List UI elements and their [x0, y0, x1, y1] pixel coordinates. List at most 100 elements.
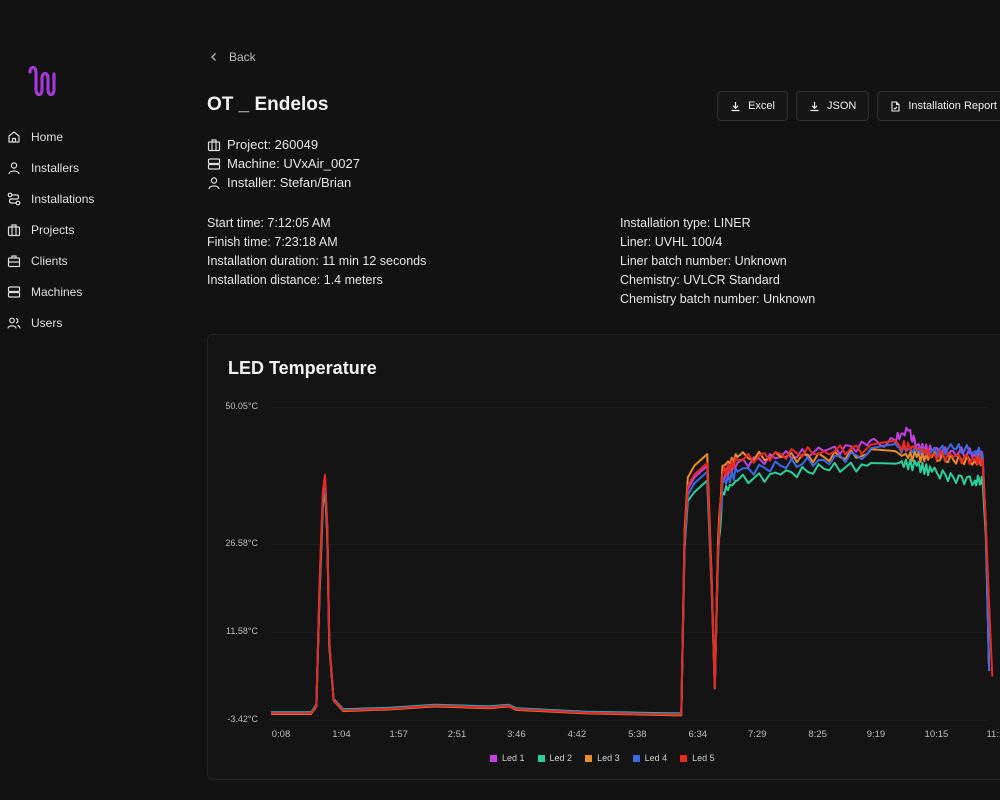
x-tick-label: 9:19: [866, 729, 886, 740]
sidebar-item-label: Installers: [31, 160, 80, 175]
project-row: Project: 260049: [207, 135, 360, 154]
legend-item[interactable]: Led 5: [680, 753, 715, 763]
finish-time: Finish time: 7:23:18 AM: [207, 235, 338, 249]
sidebar-item-projects[interactable]: Projects: [7, 214, 94, 245]
sidebar-item-label: Home: [31, 129, 64, 144]
sidebar-nav: Home Installers Installations Projects C…: [7, 121, 94, 338]
legend-label: Led 5: [692, 753, 715, 763]
installation-duration: Installation duration: 11 min 12 seconds: [207, 254, 427, 268]
json-button[interactable]: JSON: [795, 91, 870, 121]
legend-swatch: [680, 754, 688, 762]
installation-meta: Project: 260049 Machine: UVxAir_0027 Ins…: [207, 135, 360, 192]
sidebar-item-clients[interactable]: Clients: [7, 245, 94, 276]
legend-item[interactable]: Led 4: [632, 753, 668, 763]
x-tick-label: 4:42: [567, 729, 587, 740]
chart-legend: Led 1 Led 2 Led 3 Led 4 Led 5: [490, 753, 715, 763]
x-tick-label: 5:38: [628, 729, 647, 740]
series-line-led-3: [271, 448, 991, 717]
sidebar-item-machines[interactable]: Machines: [7, 276, 94, 307]
start-time: Start time: 7:12:05 AM: [207, 216, 331, 230]
led-temperature-chart: LED Temperature 50.05°C 26.58°C 11.58°C -3.…: [207, 334, 1000, 780]
main-content: Back OT _ Endelos Excel JSON Installatio…: [207, 0, 1000, 800]
chart-title: LED Temperature: [228, 358, 377, 378]
x-tick-label: 2:51: [447, 729, 467, 740]
gridline: [271, 544, 988, 546]
liner-batch-number: Liner batch number: Unknown: [620, 254, 787, 268]
chevron-left-icon: [211, 53, 216, 61]
installer-label: Installer: Stefan/Brian: [227, 175, 352, 190]
sidebar-item-label: Users: [31, 315, 63, 330]
y-tick-label: 50.05°C: [225, 401, 258, 411]
export-toolbar: Excel JSON Installation Report: [717, 91, 1000, 121]
back-link[interactable]: Back: [209, 50, 256, 64]
sidebar-item-label: Installations: [31, 191, 95, 206]
sidebar: Home Installers Installations Projects C…: [0, 0, 180, 800]
x-tick-label: 7:29: [747, 729, 767, 740]
download-icon: [810, 101, 819, 111]
x-tick-label: 1:04: [332, 729, 351, 740]
y-tick-label: 26.58°C: [225, 538, 258, 549]
installation-distance: Installation distance: 1.4 meters: [207, 273, 383, 287]
legend-item[interactable]: Led 2: [537, 753, 572, 763]
series-line-led-5: [271, 439, 994, 716]
sidebar-item-label: Projects: [31, 222, 75, 237]
x-tick-label: 11:12: [986, 729, 1000, 740]
user-icon: [8, 161, 20, 174]
legend-swatch: [537, 754, 545, 762]
installation-report-button[interactable]: Installation Report: [877, 91, 1000, 121]
installation-timing: Start time: 7:12:05 AM Finish time: 7:23…: [207, 216, 426, 292]
file-icon: [891, 100, 900, 112]
machine-label: Machine: UVxAir_0027: [227, 156, 360, 171]
briefcase-icon: [207, 138, 221, 151]
gridline: [271, 720, 988, 721]
legend-swatch: [490, 754, 497, 762]
series-line-led-2: [271, 458, 991, 715]
installation-report-button-label: Installation Report: [908, 100, 997, 112]
excel-button-label: Excel: [748, 100, 775, 112]
x-tick-label: 3:46: [507, 729, 526, 740]
briefcase-icon: [7, 223, 21, 236]
legend-item[interactable]: Led 1: [490, 753, 525, 763]
series-line-led-1: [271, 426, 991, 716]
chemistry: Chemistry: UVLCR Standard: [620, 273, 780, 287]
sidebar-item-home[interactable]: Home: [7, 121, 94, 152]
liner: Liner: UVHL 100/4: [620, 235, 723, 249]
server-icon: [7, 285, 21, 298]
sidebar-item-label: Machines: [31, 284, 83, 299]
installation-type: Installation type: LINER: [620, 216, 751, 230]
machine-row: Machine: UVxAir_0027: [207, 154, 360, 173]
legend-swatch: [585, 754, 593, 762]
excel-button[interactable]: Excel: [717, 91, 788, 121]
sidebar-item-users[interactable]: Users: [7, 307, 94, 338]
legend-label: Led 3: [597, 753, 620, 763]
x-tick-label: 10:15: [924, 729, 949, 740]
x-tick-label: 1:57: [389, 729, 408, 740]
json-button-label: JSON: [826, 100, 857, 112]
legend-item[interactable]: Led 3: [585, 753, 620, 763]
x-tick-label: 8:25: [808, 729, 827, 740]
brand-logo: [28, 65, 56, 97]
gridline: [271, 407, 988, 408]
x-tick-label: 6:34: [688, 729, 708, 740]
installation-materials: Installation type: LINER Liner: UVHL 100…: [620, 216, 815, 311]
chemistry-batch-number: Chemistry batch number: Unknown: [620, 292, 816, 306]
legend-swatch: [632, 754, 640, 762]
installer-row: Installer: Stefan/Brian: [207, 173, 360, 192]
legend-label: Led 4: [644, 753, 668, 763]
home-icon: [8, 130, 20, 143]
sidebar-item-installations[interactable]: Installations: [7, 183, 94, 214]
download-icon: [731, 101, 740, 111]
legend-label: Led 1: [502, 753, 525, 763]
sidebar-item-label: Clients: [31, 253, 68, 268]
x-tick-label: 0:08: [271, 729, 291, 740]
user-icon: [208, 176, 220, 189]
gridline: [271, 632, 988, 634]
chart-plot-area: [271, 426, 994, 717]
back-label: Back: [229, 50, 256, 64]
y-tick-label: -3.42°C: [227, 714, 258, 724]
sidebar-item-installers[interactable]: Installers: [7, 152, 94, 183]
route-icon: [7, 192, 21, 205]
series-line-led-4: [271, 443, 991, 715]
briefcase-icon: [7, 254, 21, 267]
page-title: OT _ Endelos: [207, 94, 329, 115]
